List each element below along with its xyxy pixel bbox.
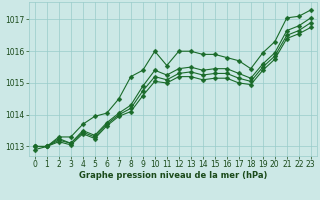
X-axis label: Graphe pression niveau de la mer (hPa): Graphe pression niveau de la mer (hPa)	[79, 171, 267, 180]
